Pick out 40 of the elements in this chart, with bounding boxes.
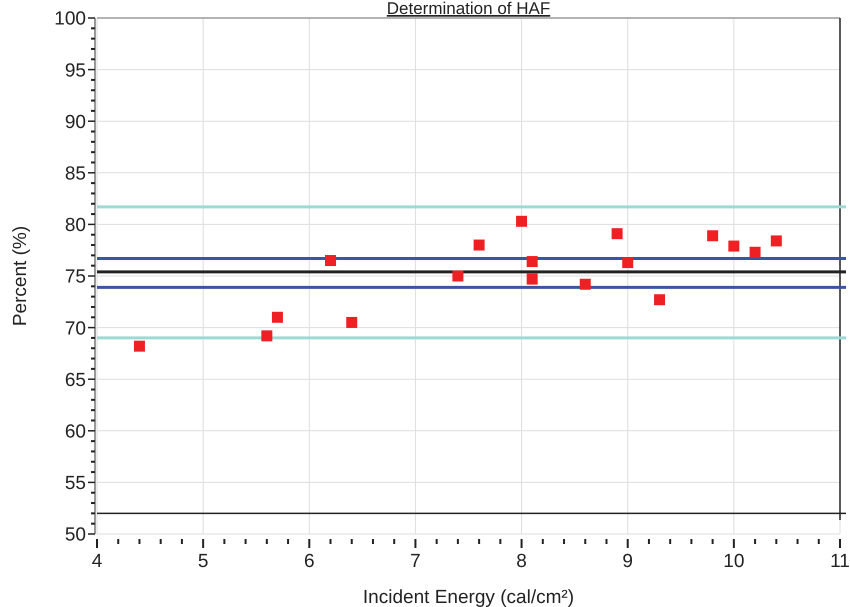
y-tick-label: 70	[64, 318, 86, 340]
y-tick-label: 90	[64, 112, 86, 133]
point	[516, 216, 528, 227]
chart-title: Determination of HAF	[386, 0, 550, 18]
y-tick-label: 50	[64, 524, 86, 546]
y-axis-title: Percent (%)	[10, 226, 31, 326]
point	[750, 246, 761, 258]
x-tick-label: 11	[830, 551, 850, 572]
y-tick-label: 55	[64, 473, 86, 494]
point	[770, 235, 782, 246]
y-tick-label: 85	[64, 163, 86, 184]
y-tick-label: 95	[64, 60, 86, 82]
x-tick-label: 10	[723, 551, 744, 572]
point	[654, 294, 666, 306]
point	[622, 257, 634, 268]
point	[452, 270, 464, 282]
x-tick-label: 8	[516, 551, 527, 572]
point	[612, 228, 623, 240]
point	[526, 256, 538, 268]
x-tick-label: 9	[622, 551, 634, 572]
x-axis-title: Incident Energy (cal/cm²)	[362, 587, 574, 607]
point	[728, 240, 740, 252]
y-tick-label: 100	[54, 8, 86, 30]
point	[526, 274, 538, 285]
x-tick-label: 7	[410, 551, 421, 572]
x-tick-label: 5	[198, 551, 208, 572]
point	[272, 312, 283, 323]
point	[474, 240, 485, 251]
y-tick-label: 75	[64, 266, 86, 288]
y-tick-label: 80	[64, 215, 86, 236]
point	[325, 255, 336, 266]
point	[580, 278, 591, 290]
y-tick-label: 60	[64, 421, 86, 442]
point	[346, 316, 358, 328]
x-tick-label: 6	[304, 551, 315, 572]
point	[707, 230, 718, 242]
x-tick-label: 4	[92, 551, 103, 572]
point	[261, 330, 272, 342]
y-tick-label: 65	[64, 370, 86, 391]
point	[134, 340, 145, 352]
